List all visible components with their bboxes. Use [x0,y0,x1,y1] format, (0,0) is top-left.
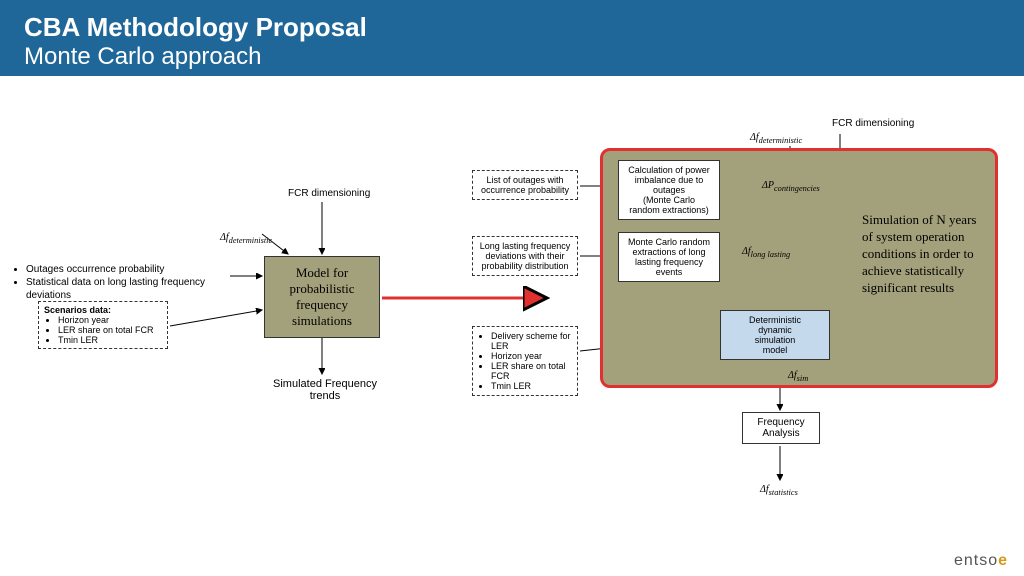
calc-box: Calculation of power imbalance due to ou… [618,160,720,220]
freq-analysis-box: Frequency Analysis [742,412,820,444]
df-longlasting: Δflong lasting [742,246,790,259]
entsoe-logo: entsoe [954,552,1008,570]
df-statistics: Δfstatistics [760,484,798,497]
slide-title: CBA Methodology Proposal [24,12,1000,43]
mid-box-longlast: Long lasting frequency deviations with t… [472,236,578,276]
sim-n-years-text: Simulation of N years of system operatio… [862,212,990,296]
slide-subtitle: Monte Carlo approach [24,43,1000,71]
slide-header: CBA Methodology Proposal Monte Carlo app… [0,0,1024,76]
mid-box-delivery: Delivery scheme for LER Horizon year LER… [472,326,578,396]
mc-box: Monte Carlo random extractions of long l… [618,232,720,282]
df-sim: Δfsim [788,370,808,383]
det-model-box: Deterministic dynamic simulation model [720,310,830,360]
dp-contingencies: ΔPcontingencies [762,180,820,193]
delta-det-right: Δfdeterministic [750,132,802,145]
diagram-canvas: Outages occurrence probability Statistic… [0,76,1024,576]
mid-box-outages: List of outages with occurrence probabil… [472,170,578,200]
fcr-label-right: FCR dimensioning [832,118,914,129]
